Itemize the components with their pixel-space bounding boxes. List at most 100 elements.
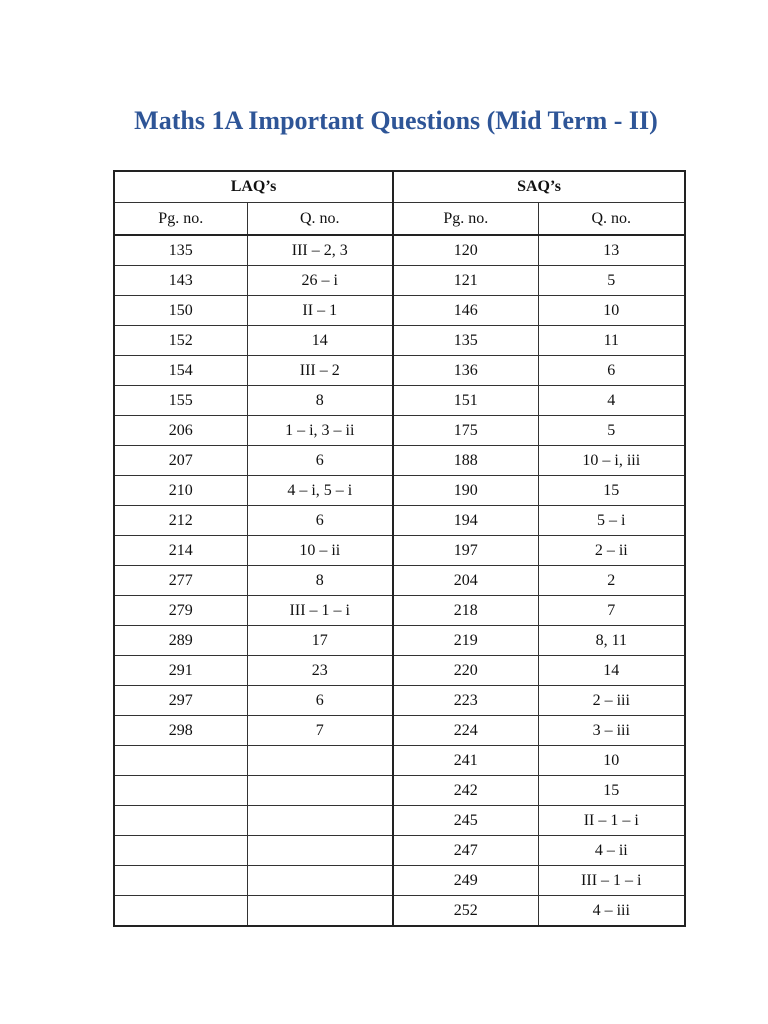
table-row: 247 4 – ii [113, 835, 686, 866]
saq-page-cell: 151 [392, 385, 539, 416]
laq-page-cell: 210 [113, 475, 248, 506]
column-header: Q. no. [537, 202, 686, 236]
table-row: 154 III – 2 136 6 [113, 355, 686, 386]
laq-page-cell [113, 895, 248, 927]
laq-question-cell: 1 – i, 3 – ii [246, 415, 395, 446]
table-row: 241 10 [113, 745, 686, 776]
saq-page-cell: 245 [392, 805, 539, 836]
laq-page-cell: 277 [113, 565, 248, 596]
column-header: Q. no. [246, 202, 395, 236]
saq-question-cell: 8, 11 [537, 625, 686, 656]
saq-question-cell: 2 – iii [537, 685, 686, 716]
table-row: 289 17 219 8, 11 [113, 625, 686, 656]
table-row: 298 7 224 3 – iii [113, 715, 686, 746]
table-row: 143 26 – i 121 5 [113, 265, 686, 296]
laq-page-cell [113, 865, 248, 896]
saq-group-header: SAQ’s [392, 170, 686, 203]
laq-question-cell [246, 775, 395, 806]
saq-page-cell: 224 [392, 715, 539, 746]
laq-page-cell [113, 745, 248, 776]
saq-page-cell: 194 [392, 505, 539, 536]
laq-page-cell: 143 [113, 265, 248, 296]
table-row: 135 III – 2, 3 120 13 [113, 234, 686, 266]
laq-question-cell [246, 805, 395, 836]
laq-question-cell [246, 835, 395, 866]
saq-page-cell: 204 [392, 565, 539, 596]
table-row: 249 III – 1 – i [113, 865, 686, 896]
laq-page-cell: 150 [113, 295, 248, 326]
laq-page-cell: 212 [113, 505, 248, 536]
table-row: 291 23 220 14 [113, 655, 686, 686]
laq-question-cell: III – 2 [246, 355, 395, 386]
saq-question-cell: 10 [537, 295, 686, 326]
laq-question-cell: 17 [246, 625, 395, 656]
saq-page-cell: 188 [392, 445, 539, 476]
laq-question-cell: 8 [246, 385, 395, 416]
saq-question-cell: III – 1 – i [537, 865, 686, 896]
table-row: 245 II – 1 – i [113, 805, 686, 836]
saq-page-cell: 120 [392, 234, 539, 266]
laq-page-cell: 207 [113, 445, 248, 476]
saq-page-cell: 219 [392, 625, 539, 656]
saq-page-cell: 136 [392, 355, 539, 386]
laq-question-cell: 6 [246, 445, 395, 476]
saq-page-cell: 249 [392, 865, 539, 896]
laq-page-cell: 279 [113, 595, 248, 626]
table-row: 206 1 – i, 3 – ii 175 5 [113, 415, 686, 446]
laq-question-cell: 4 – i, 5 – i [246, 475, 395, 506]
saq-question-cell: 10 [537, 745, 686, 776]
saq-page-cell: 247 [392, 835, 539, 866]
laq-page-cell: 297 [113, 685, 248, 716]
page-title: Maths 1A Important Questions (Mid Term -… [134, 106, 658, 135]
saq-page-cell: 242 [392, 775, 539, 806]
table-row: 210 4 – i, 5 – i 190 15 [113, 475, 686, 506]
laq-page-cell [113, 775, 248, 806]
saq-question-cell: 13 [537, 234, 686, 266]
table-row: 277 8 204 2 [113, 565, 686, 596]
saq-question-cell: 2 [537, 565, 686, 596]
laq-page-cell: 298 [113, 715, 248, 746]
saq-question-cell: 3 – iii [537, 715, 686, 746]
laq-question-cell: 26 – i [246, 265, 395, 296]
laq-page-cell: 289 [113, 625, 248, 656]
saq-question-cell: 5 [537, 265, 686, 296]
laq-question-cell: 6 [246, 505, 395, 536]
table-row: 279 III – 1 – i 218 7 [113, 595, 686, 626]
table-row: 150 II – 1 146 10 [113, 295, 686, 326]
laq-question-cell: 10 – ii [246, 535, 395, 566]
saq-page-cell: 121 [392, 265, 539, 296]
saq-question-cell: 7 [537, 595, 686, 626]
saq-question-cell: 4 – iii [537, 895, 686, 927]
laq-page-cell [113, 805, 248, 836]
saq-page-cell: 220 [392, 655, 539, 686]
saq-page-cell: 197 [392, 535, 539, 566]
laq-group-header: LAQ’s [113, 170, 395, 203]
laq-question-cell: II – 1 [246, 295, 395, 326]
saq-question-cell: 5 [537, 415, 686, 446]
table-row: 152 14 135 11 [113, 325, 686, 356]
saq-page-cell: 190 [392, 475, 539, 506]
laq-page-cell: 152 [113, 325, 248, 356]
laq-question-cell: 23 [246, 655, 395, 686]
saq-question-cell: 14 [537, 655, 686, 686]
laq-question-cell: 6 [246, 685, 395, 716]
saq-question-cell: 4 [537, 385, 686, 416]
laq-page-cell: 291 [113, 655, 248, 686]
table-row: 212 6 194 5 – i [113, 505, 686, 536]
laq-page-cell: 214 [113, 535, 248, 566]
laq-question-cell [246, 895, 395, 927]
saq-page-cell: 218 [392, 595, 539, 626]
saq-page-cell: 241 [392, 745, 539, 776]
saq-question-cell: II – 1 – i [537, 805, 686, 836]
laq-page-cell: 135 [113, 234, 248, 266]
table-row: 155 8 151 4 [113, 385, 686, 416]
saq-question-cell: 10 – i, iii [537, 445, 686, 476]
table-row: 207 6 188 10 – i, iii [113, 445, 686, 476]
saq-question-cell: 5 – i [537, 505, 686, 536]
laq-question-cell [246, 745, 395, 776]
laq-question-cell [246, 865, 395, 896]
saq-page-cell: 175 [392, 415, 539, 446]
saq-question-cell: 15 [537, 475, 686, 506]
questions-table: LAQ’s SAQ’s Pg. no. Q. no. Pg. no. Q. no… [113, 170, 687, 927]
laq-question-cell: III – 2, 3 [246, 234, 395, 266]
